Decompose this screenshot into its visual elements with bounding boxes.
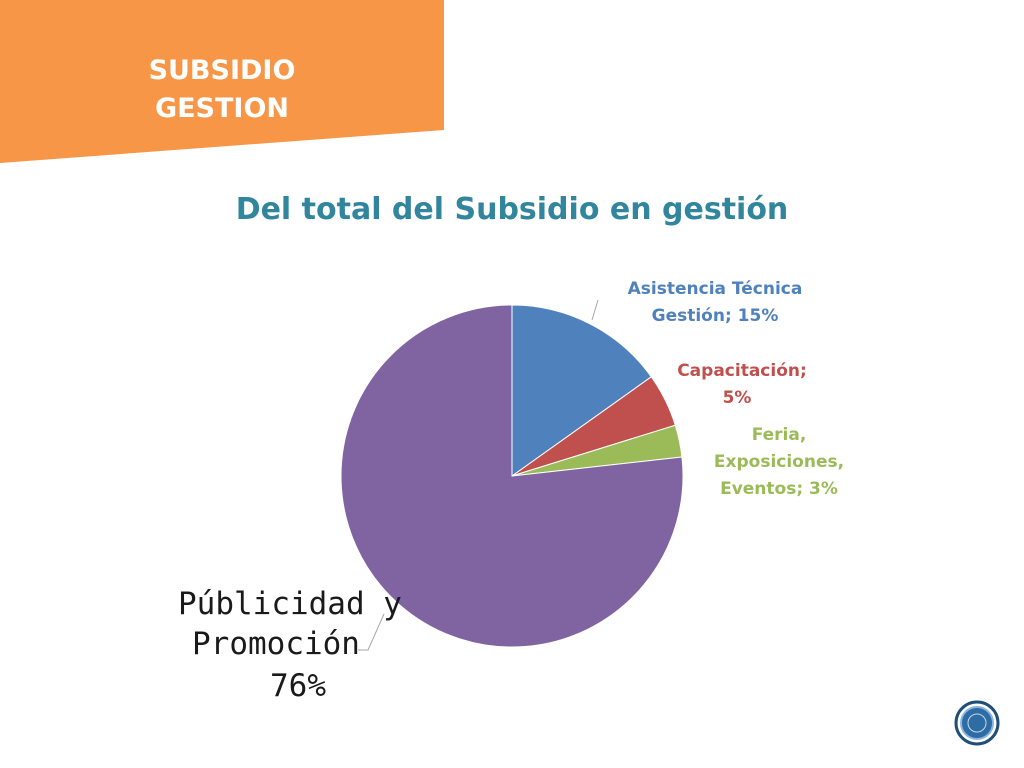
label-publicidad-line-1: Públicidad y <box>178 586 402 622</box>
label-feria-line-2: Exposiciones, <box>713 452 845 472</box>
banner-title-line-2: GESTION <box>154 93 290 124</box>
label-publicidad-line-2: Promoción <box>192 626 360 662</box>
title-banner-shape <box>0 0 444 163</box>
banner-title-line-1: SUBSIDIO <box>148 55 296 86</box>
title-banner <box>0 0 444 163</box>
slice-asistencia-tecnica <box>511 304 652 477</box>
label-feria-exposiciones: Feria, Exposiciones, Eventos; 3% <box>704 422 854 503</box>
label-capacitacion-line-2: 5% <box>722 388 752 408</box>
label-asistencia-tecnica: Asistencia Técnica Gestión; 15% <box>600 276 830 330</box>
label-asistencia-line-2: Gestión; 15% <box>651 306 779 326</box>
label-feria-line-1: Feria, <box>751 425 807 445</box>
label-publicidad-line-3: 76% <box>270 668 326 704</box>
label-feria-line-3: Eventos; 3% <box>720 479 838 499</box>
leader-line-publicidad <box>358 613 385 651</box>
leader-line-asistencia <box>591 299 599 321</box>
seal-icon <box>954 700 1000 746</box>
label-capacitacion-line-1: Capacitación; <box>677 361 807 381</box>
label-asistencia-line-1: Asistencia Técnica <box>627 279 803 299</box>
slice-publicidad-promocion <box>340 304 684 648</box>
label-capacitacion: Capacitación; 5% <box>672 358 812 412</box>
chart-title: Del total del Subsidio en gestión <box>235 192 789 227</box>
